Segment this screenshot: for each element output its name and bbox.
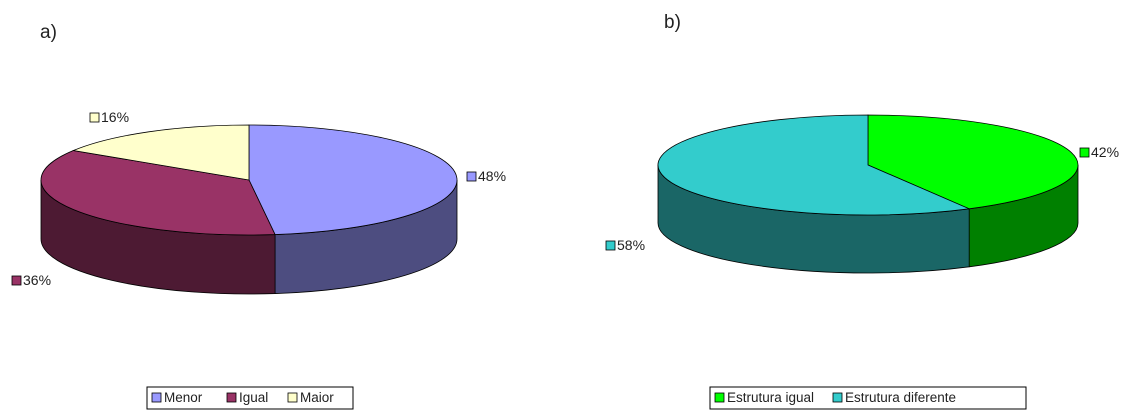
value-label-estrutura-diferente: 58%	[605, 237, 645, 253]
legend-b-swatch-estrutura-diferente	[832, 392, 843, 403]
pie-chart-b: b) 42% 58% Estrutura igual Estrutura dif…	[605, 12, 1119, 410]
legend-a-swatch-igual	[226, 392, 237, 403]
legend-a-swatch-maior	[287, 392, 298, 403]
value-label-igual-text: 36%	[23, 272, 51, 288]
value-label-estrutura-igual-swatch	[1079, 147, 1090, 158]
pie-a-slice-maior	[71, 124, 250, 181]
value-label-igual: 36%	[11, 272, 51, 288]
value-label-maior-text: 16%	[101, 109, 129, 125]
legend-a-swatch-menor	[151, 392, 162, 403]
value-label-maior: 16%	[89, 109, 129, 125]
legend-b-label-estrutura-diferente: Estrutura diferente	[845, 390, 956, 405]
legend-b: Estrutura igual Estrutura diferente	[709, 386, 1027, 410]
pie-b-slice-estrutura-diferente	[657, 114, 971, 216]
value-label-menor-text: 48%	[478, 168, 506, 184]
pie-chart-a: a) 48% 36% 16% Menor Igual Maior	[11, 22, 506, 410]
legend-a-label-maior: Maior	[300, 390, 334, 405]
value-label-estrutura-igual-text: 42%	[1091, 144, 1119, 160]
pie-b-slices	[657, 114, 1079, 274]
value-label-menor-swatch	[466, 171, 477, 182]
legend-a-label-menor: Menor	[164, 390, 203, 405]
legend-b-box	[709, 386, 1027, 410]
value-label-estrutura-diferente-text: 58%	[617, 237, 645, 253]
value-label-estrutura-diferente-swatch	[605, 240, 616, 251]
legend-a-box	[146, 386, 354, 410]
pie-a-slice-menor	[248, 124, 458, 235]
value-label-estrutura-igual: 42%	[1079, 144, 1119, 160]
value-label-maior-swatch	[89, 112, 100, 123]
pie-a-slices	[40, 124, 458, 295]
legend-b-label-estrutura-igual: Estrutura igual	[727, 390, 814, 405]
pie-a-slice-igual	[40, 150, 276, 236]
panel-label-b: b)	[664, 12, 681, 33]
value-label-menor: 48%	[466, 168, 506, 184]
pie-b-slice-estrutura-igual	[867, 114, 1079, 210]
legend-a-label-igual: Igual	[239, 390, 268, 405]
legend-a: Menor Igual Maior	[146, 386, 354, 410]
value-label-igual-swatch	[11, 275, 22, 286]
panel-label-a: a)	[40, 22, 57, 43]
legend-b-swatch-estrutura-igual	[714, 392, 725, 403]
